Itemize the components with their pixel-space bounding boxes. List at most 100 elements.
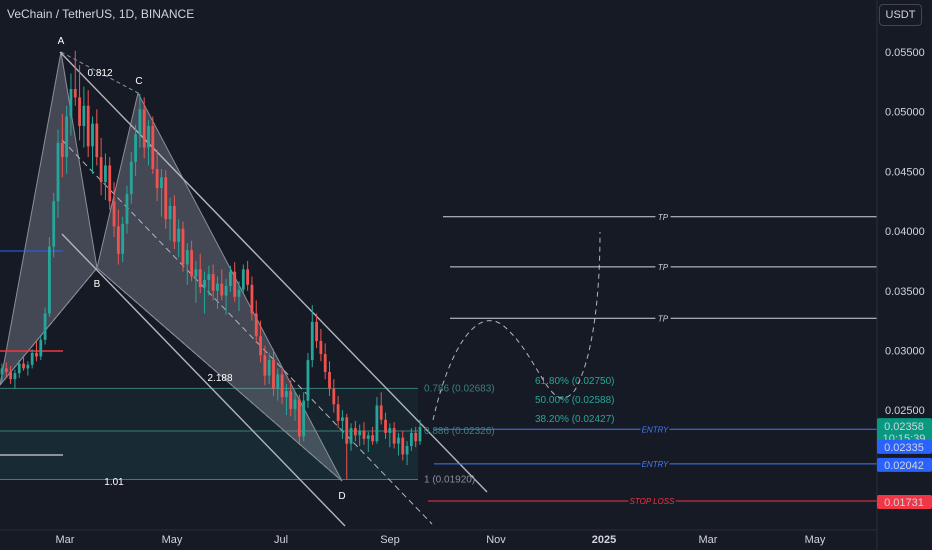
candle — [384, 412, 387, 439]
candle — [190, 240, 194, 282]
fib-label: 0.786 (0.02683) — [424, 383, 495, 394]
currency-button[interactable]: USDT — [879, 4, 922, 26]
candle-body — [4, 368, 8, 372]
candle — [323, 343, 327, 380]
candle — [155, 149, 159, 202]
candle-body — [392, 428, 396, 444]
candle-body — [177, 228, 181, 242]
candle — [259, 320, 262, 363]
candle — [95, 109, 99, 166]
candle-body — [134, 134, 137, 162]
candle-body — [99, 157, 103, 183]
level-label-bg — [640, 458, 670, 469]
candle-body — [272, 360, 275, 389]
price-badge-text: 0.01731 — [884, 497, 924, 509]
candle — [319, 329, 323, 362]
candle-body — [397, 437, 400, 444]
retracement-label: 61.80% (0.02750) — [535, 376, 615, 387]
candle-body — [358, 430, 362, 436]
candle-body — [52, 201, 56, 247]
candle — [168, 197, 172, 241]
fib-zone-upper — [0, 388, 418, 431]
candle-body — [319, 340, 323, 355]
candle — [345, 413, 349, 480]
candle — [349, 423, 353, 451]
candle — [207, 265, 211, 296]
candle — [48, 237, 51, 318]
level-label-bg — [655, 313, 671, 324]
fib-zone-lower — [0, 430, 418, 480]
candle — [22, 355, 25, 371]
time-tick-label: Sep — [380, 534, 400, 546]
candle-body — [73, 89, 77, 98]
harmonic-triangle-xab — [0, 51, 98, 386]
level-label: ENTRY — [642, 460, 669, 469]
candle-body — [228, 271, 232, 287]
candle — [0, 363, 4, 382]
price-tick-label: 0.05000 — [885, 107, 925, 119]
candle-body — [22, 363, 25, 369]
candle — [52, 192, 56, 258]
candle-body — [86, 105, 90, 147]
candle — [379, 392, 383, 425]
candle-body — [216, 283, 219, 291]
candle-body — [39, 339, 43, 357]
candle-body — [224, 286, 228, 296]
candle — [164, 170, 168, 229]
candle — [250, 276, 254, 321]
candle-body — [129, 161, 133, 195]
candle — [86, 90, 90, 158]
candle — [134, 124, 137, 177]
candle — [228, 265, 232, 292]
candle — [99, 137, 103, 196]
candle — [276, 368, 280, 401]
candle-body — [108, 165, 112, 202]
candle — [315, 313, 318, 349]
price-tick-label: 0.03000 — [885, 346, 925, 358]
candle — [341, 410, 344, 439]
retracement-label: 38.20% (0.02427) — [535, 414, 615, 425]
candle-body — [297, 399, 301, 437]
candle-body — [310, 321, 314, 361]
level-label: ENTRY — [642, 425, 669, 434]
candle — [409, 428, 413, 451]
candle-body — [203, 280, 206, 288]
ratio-label: 1.01 — [104, 477, 124, 488]
candle — [392, 422, 396, 449]
candle-body — [414, 432, 418, 442]
candle — [267, 352, 271, 384]
candle-body — [362, 430, 366, 439]
candle — [220, 269, 224, 301]
candle — [151, 116, 155, 174]
candle-body — [151, 126, 155, 170]
candle — [353, 420, 357, 442]
candle-body — [181, 228, 185, 265]
level-label-bg — [628, 495, 676, 506]
level-label-bg — [640, 424, 670, 435]
point-label-c: C — [135, 76, 142, 87]
candle — [142, 97, 146, 159]
candle-body — [185, 250, 189, 265]
time-tick-label: 2025 — [592, 534, 616, 546]
price-badge-entry — [877, 439, 932, 454]
candle — [198, 253, 202, 294]
candle-body — [220, 283, 224, 296]
candle — [328, 361, 331, 396]
candle-body — [9, 371, 13, 380]
candle-body — [241, 269, 245, 290]
candle-body — [345, 417, 349, 444]
candle-body — [246, 269, 250, 285]
candle — [224, 278, 228, 315]
candle-body — [48, 246, 51, 314]
candle — [203, 271, 206, 314]
candle-body — [315, 321, 318, 341]
candle — [108, 157, 112, 210]
candle-body — [155, 169, 159, 189]
candle — [375, 397, 379, 444]
candle — [310, 305, 314, 368]
candle — [65, 105, 69, 174]
candle-body — [125, 194, 129, 224]
candle — [181, 221, 185, 272]
candle-body — [95, 123, 99, 158]
